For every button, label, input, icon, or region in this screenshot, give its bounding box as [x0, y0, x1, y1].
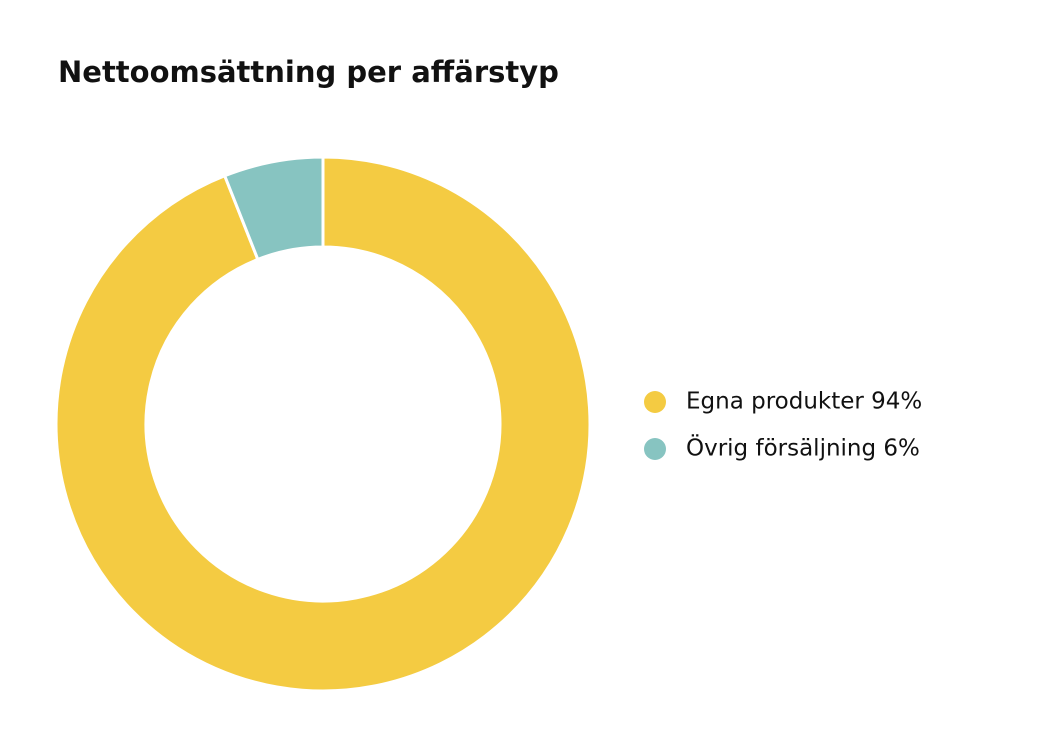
legend-label: Egna produkter 94% — [686, 389, 922, 415]
chart-title: Nettoomsättning per affärstyp — [58, 55, 559, 89]
legend-marker — [644, 391, 666, 413]
donut-slice — [222, 155, 325, 262]
legend-marker — [644, 438, 666, 460]
legend-label: Övrig försäljning 6% — [686, 434, 920, 462]
donut-slice — [54, 155, 592, 693]
